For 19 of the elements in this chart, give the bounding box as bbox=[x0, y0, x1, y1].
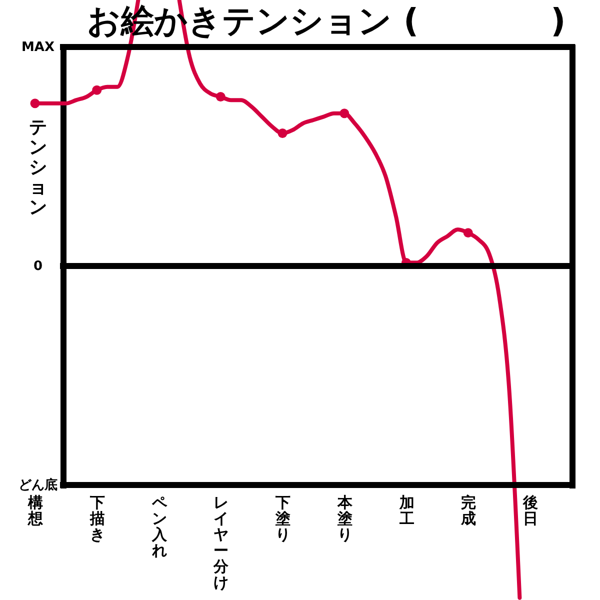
x-tick-label: ペン入れ bbox=[150, 494, 168, 560]
point bbox=[30, 98, 40, 108]
ref-line-label: 0 bbox=[33, 259, 43, 274]
x-tick-label: レイヤー分け bbox=[212, 494, 230, 592]
point bbox=[216, 92, 226, 102]
x-tick-label: 本塗り bbox=[336, 494, 354, 544]
y-axis-title: テンション bbox=[29, 117, 47, 218]
point bbox=[92, 85, 102, 95]
x-tick-label: 構想 bbox=[27, 494, 44, 528]
x-tick-label: 加工 bbox=[398, 494, 414, 528]
x-tick-label: 下塗り bbox=[274, 494, 290, 544]
point bbox=[278, 128, 288, 138]
x-tick-label: 完成 bbox=[460, 494, 476, 528]
point bbox=[340, 108, 350, 118]
ref-line-label: どん底 bbox=[18, 477, 58, 493]
x-tick-label: 後日 bbox=[522, 494, 538, 528]
point bbox=[463, 228, 473, 238]
ref-line-label: MAX bbox=[21, 40, 55, 55]
x-tick-label: 下描き bbox=[88, 494, 105, 544]
